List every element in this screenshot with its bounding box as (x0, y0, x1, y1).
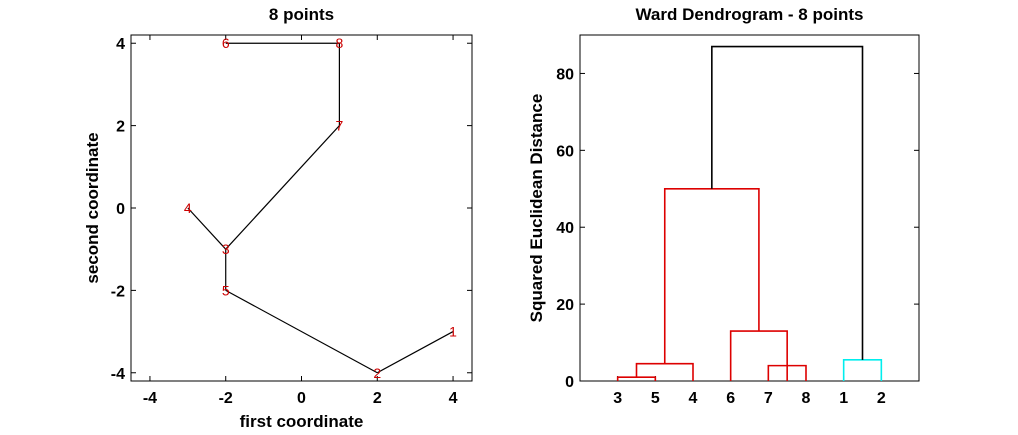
leaf-label: 4 (689, 390, 698, 407)
left-x-tick-label: -2 (219, 390, 233, 407)
leaf-label: 7 (764, 390, 773, 407)
dendrogram-plot: Ward Dendrogram - 8 points Squared Eucli… (527, 5, 920, 407)
leaf-label: 2 (877, 390, 886, 407)
point-label: 8 (335, 35, 343, 51)
connection-line (225, 289, 378, 374)
point-label: 2 (373, 365, 381, 381)
dendrogram-link (616, 376, 657, 381)
left-axis-ticks: -4 -2 0 2 4 -4 -2 0 2 4 (111, 35, 472, 407)
dendrogram-links (616, 45, 883, 381)
left-x-tick-label: -4 (143, 390, 157, 407)
connection-line (376, 331, 454, 374)
left-point-labels: 1 2 3 4 5 6 7 8 (184, 35, 457, 381)
left-y-tick-label: 2 (116, 119, 125, 136)
right-plot-frame (579, 34, 920, 382)
point-label: 3 (222, 241, 230, 257)
dendrogram-link (842, 359, 883, 381)
left-connection-lines (187, 42, 454, 374)
left-y-tick-label: 0 (116, 201, 125, 218)
left-x-tick-label: 4 (449, 390, 458, 407)
dendrogram-link (711, 45, 864, 360)
connection-line (225, 125, 340, 250)
scatter-path-plot: 8 points first coordinate second coordin… (83, 5, 473, 431)
point-label: 7 (335, 118, 343, 134)
left-y-tick-label: -4 (111, 366, 125, 383)
point-label: 5 (222, 282, 230, 298)
left-x-tick-label: 2 (373, 390, 382, 407)
left-chart-title: 8 points (269, 5, 334, 24)
leaf-label: 1 (839, 390, 848, 407)
left-y-tick-label: 4 (116, 36, 125, 53)
right-y-tick-label: 60 (556, 143, 574, 160)
right-y-tick-label: 20 (556, 297, 574, 314)
point-label: 1 (449, 324, 457, 340)
left-y-tick-label: -2 (111, 283, 125, 300)
left-x-tick-label: 0 (297, 390, 306, 407)
right-y-tick-label: 40 (556, 220, 574, 237)
leaf-label: 5 (651, 390, 660, 407)
leaf-label: 8 (802, 390, 811, 407)
leaf-label: 3 (613, 390, 622, 407)
left-plot-frame (130, 34, 473, 382)
right-y-axis-label: Squared Euclidean Distance (527, 94, 546, 323)
dendrogram-link (729, 330, 788, 381)
right-chart-title: Ward Dendrogram - 8 points (636, 5, 864, 24)
leaf-label: 6 (726, 390, 735, 407)
point-label: 6 (222, 35, 230, 51)
dendrogram-link (663, 187, 760, 364)
right-y-tick-label: 0 (565, 374, 574, 391)
dendrogram-link (635, 362, 694, 381)
connection-line (187, 207, 227, 250)
right-y-tick-label: 80 (556, 66, 574, 83)
left-x-axis-label: first coordinate (240, 412, 364, 431)
left-y-axis-label: second coordinate (83, 132, 102, 283)
point-label: 4 (184, 200, 192, 216)
right-axis-ticks: 0 20 40 60 80 3 5 4 6 7 8 1 2 (556, 66, 919, 407)
